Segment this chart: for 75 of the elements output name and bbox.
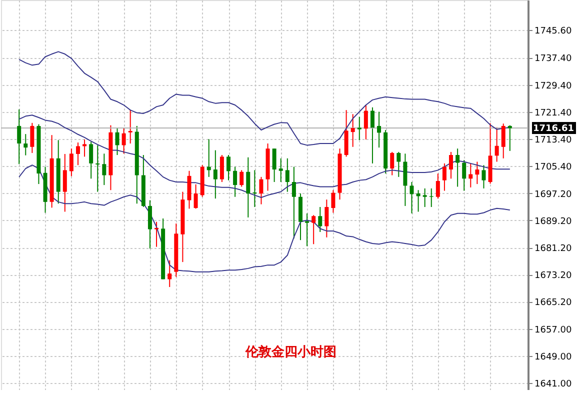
- candlestick: [89, 141, 94, 180]
- y-tick-label: 1641.00: [534, 380, 572, 390]
- candlestick: [252, 170, 257, 208]
- y-tick-label: 1665.20: [534, 298, 572, 308]
- candlestick: [272, 148, 276, 182]
- candlestick: [318, 206, 322, 232]
- candlestick: [168, 260, 172, 288]
- y-tick-label: 1737.40: [534, 54, 572, 64]
- candlestick: [292, 166, 296, 239]
- candlestick: [324, 199, 329, 238]
- candlestick: [449, 151, 454, 180]
- candlestick: [148, 200, 152, 250]
- candlestick: [331, 190, 336, 214]
- candlestick: [482, 164, 486, 189]
- candlestick: [305, 212, 310, 247]
- y-tick-label: 1697.20: [534, 190, 572, 200]
- line-series: [18, 51, 510, 146]
- candlestick: [456, 148, 460, 188]
- candlestick: [390, 151, 394, 176]
- y-tick-label: 1689.20: [534, 216, 572, 227]
- candlestick: [436, 173, 440, 200]
- candlestick: [96, 144, 100, 192]
- candlestick: [213, 150, 218, 200]
- candlestick: [76, 142, 80, 166]
- candlestick: [442, 162, 446, 192]
- candlestick: [370, 106, 374, 164]
- candlestick: [128, 110, 132, 144]
- candlestick: [377, 111, 382, 148]
- candlestick: [422, 188, 427, 208]
- y-tick-label: 1705.40: [534, 162, 572, 172]
- y-tick-label: 1681.20: [534, 244, 572, 254]
- candlestick: [312, 214, 316, 245]
- candlestick: [475, 161, 480, 185]
- candlestick: [364, 104, 368, 140]
- candlestick: [115, 128, 120, 156]
- text: 伦敦金四小时图: [244, 344, 336, 360]
- candlestick: [69, 148, 74, 177]
- y-tick-label: 1673.20: [534, 271, 572, 282]
- candlestick: [17, 108, 22, 165]
- candlestick: [410, 182, 414, 214]
- y-tick-label: 1649.00: [534, 352, 572, 363]
- y-tick-label: 1721.40: [534, 108, 572, 118]
- y-tick-label: 1713.40: [534, 135, 572, 146]
- candlestick: [62, 153, 67, 212]
- y-tick-label: 1657.00: [534, 326, 572, 336]
- candlestick: [220, 154, 224, 182]
- candlestick: [501, 123, 506, 159]
- candlestick: [82, 138, 87, 158]
- candlestick: [102, 153, 106, 186]
- candlestick: [508, 124, 512, 152]
- candlestick: [285, 158, 290, 192]
- candlestick: [194, 184, 198, 210]
- candlestick: [396, 151, 401, 178]
- line-series: [18, 164, 510, 272]
- line-series: [18, 114, 510, 198]
- ref-line-label: 1716.61: [533, 124, 574, 134]
- candlestick: [278, 158, 283, 182]
- candlestick: [462, 160, 466, 192]
- candlestick: [403, 153, 408, 206]
- candlestick: [350, 114, 355, 148]
- y-tick-label: 1729.40: [534, 81, 572, 92]
- candlestick: [122, 128, 126, 154]
- candlestick: [259, 176, 264, 205]
- candlestick: [240, 170, 244, 188]
- y-tick-label: 1745.60: [534, 26, 572, 37]
- candlestick: [468, 162, 473, 188]
- candlestick: [154, 221, 159, 248]
- candlestick: [429, 188, 434, 208]
- candlestick: [357, 116, 362, 141]
- candlestick: [30, 122, 34, 154]
- candlestick: [233, 166, 238, 198]
- candlestick: [246, 156, 250, 218]
- candlestick: [416, 190, 420, 212]
- candlestick: [226, 154, 231, 181]
- candlestick: [24, 134, 28, 156]
